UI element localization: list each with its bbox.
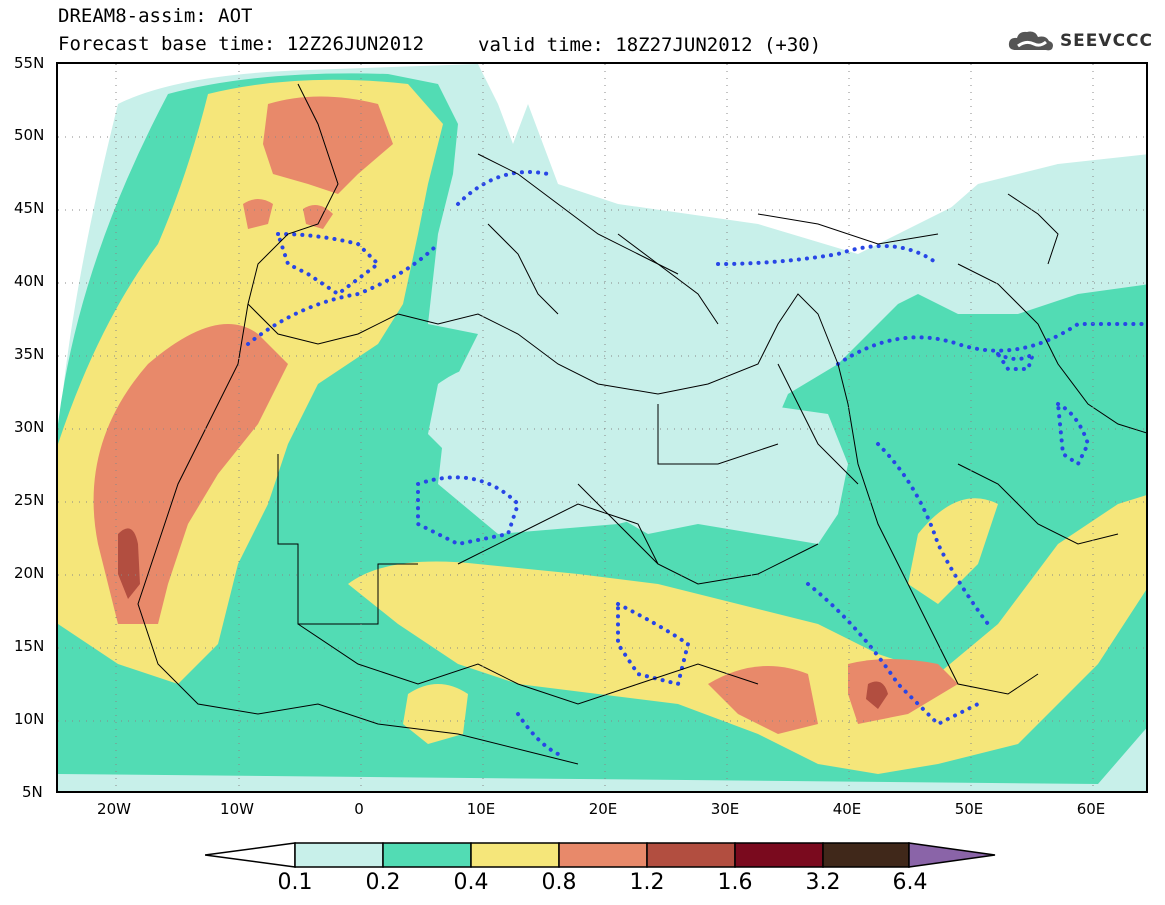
map-title: DREAM8-assim: AOT xyxy=(58,5,253,27)
coastlines xyxy=(137,83,1146,765)
colorbar-label-0.8: 0.8 xyxy=(541,870,577,895)
lat-label-25n: 25N xyxy=(14,491,45,509)
colorbar-segment-1.2-1.6 xyxy=(646,842,736,868)
graticule xyxy=(58,64,1146,791)
colorbar-segment-0.1-0.2 xyxy=(294,842,384,868)
colorbar-segment-below-0.1 xyxy=(205,842,296,868)
colorbar-segment-0.4-0.8 xyxy=(470,842,560,868)
lat-label-50n: 50N xyxy=(14,126,45,144)
forecast-base-time: Forecast base time: 12Z26JUN2012 xyxy=(58,33,425,55)
aot-map-svg xyxy=(58,64,1146,791)
seevccc-logo: SEEVCCC xyxy=(1006,28,1153,54)
lat-label-35n: 35N xyxy=(14,345,45,363)
cloud-icon xyxy=(1008,31,1053,51)
lat-label-5n: 5N xyxy=(22,783,43,801)
lon-label-50e: 50E xyxy=(954,800,984,818)
lon-label-10w: 10W xyxy=(220,800,254,818)
colorbar-label-0.1: 0.1 xyxy=(277,870,313,895)
lon-label-60e: 60E xyxy=(1076,800,1106,818)
lon-label-0: 0 xyxy=(354,800,364,818)
lat-label-20n: 20N xyxy=(14,564,45,582)
colorbar-segment-3.2-6.4 xyxy=(822,842,910,868)
dust-contours xyxy=(246,170,1146,756)
lat-label-55n: 55N xyxy=(14,54,45,72)
valid-time: valid time: 18Z27JUN2012 (+30) xyxy=(478,34,822,56)
lon-label-10e: 10E xyxy=(466,800,496,818)
lat-label-30n: 30N xyxy=(14,418,45,436)
aot-map xyxy=(56,62,1148,793)
colorbar-label-1.2: 1.2 xyxy=(629,870,665,895)
aot-contour-1.2 xyxy=(118,528,140,599)
lat-label-45n: 45N xyxy=(14,199,45,217)
colorbar-label-0.4: 0.4 xyxy=(453,870,489,895)
lat-label-40n: 40N xyxy=(14,272,45,290)
lon-label-30e: 30E xyxy=(710,800,740,818)
colorbar-label-3.2: 3.2 xyxy=(805,870,841,895)
lon-label-20e: 20E xyxy=(588,800,618,818)
lon-label-40e: 40E xyxy=(832,800,862,818)
logo-text: SEEVCCC xyxy=(1059,31,1153,51)
colorbar-label-6.4: 6.4 xyxy=(892,870,928,895)
colorbar-segment-0.8-1.2 xyxy=(558,842,648,868)
lat-label-10n: 10N xyxy=(14,710,45,728)
colorbar-label-1.6: 1.6 xyxy=(717,870,753,895)
colorbar-label-0.2: 0.2 xyxy=(365,870,401,895)
colorbar-segment-1.6-3.2 xyxy=(734,842,824,868)
colorbar xyxy=(205,842,996,868)
lon-label-20w: 20W xyxy=(97,800,131,818)
colorbar-segment-0.2-0.4 xyxy=(382,842,472,868)
lat-label-15n: 15N xyxy=(14,637,45,655)
colorbar-segment-above-6.4 xyxy=(908,842,996,868)
